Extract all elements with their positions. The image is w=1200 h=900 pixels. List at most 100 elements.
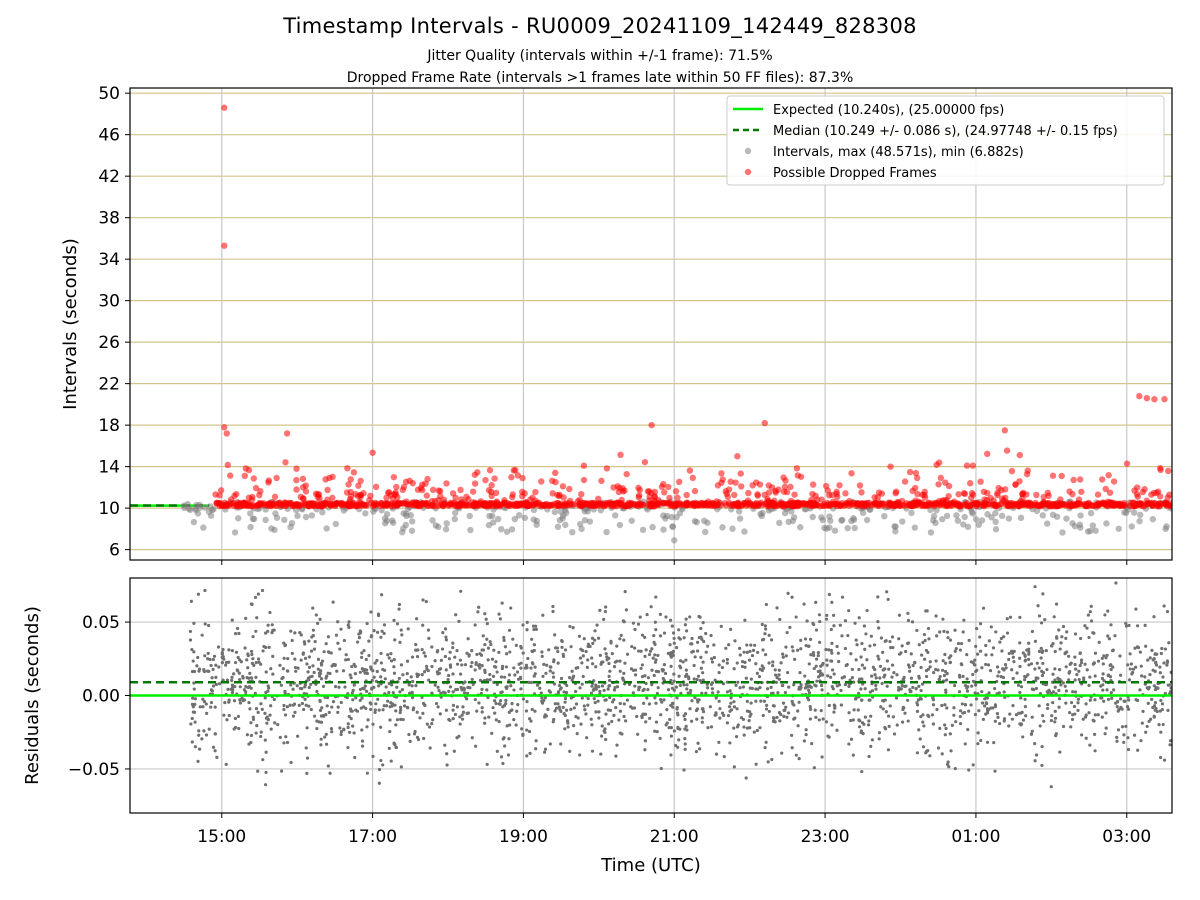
residual-point — [944, 690, 948, 694]
residual-point — [842, 675, 847, 679]
residual-point — [701, 671, 705, 675]
residual-point — [1168, 743, 1172, 747]
residual-point — [202, 729, 206, 733]
residual-point — [669, 734, 673, 738]
residual-point — [639, 649, 643, 653]
residual-point — [1023, 674, 1027, 679]
dropped-frame-point — [808, 496, 815, 504]
dropped-frame-point — [366, 496, 373, 504]
residual-point — [1084, 736, 1088, 740]
residual-point — [1160, 702, 1165, 706]
dropped-frame-point — [641, 458, 649, 466]
residual-point — [579, 722, 583, 726]
residual-point — [1045, 667, 1049, 672]
residual-point — [336, 641, 340, 645]
residual-point — [1040, 673, 1045, 678]
intervals-ytick-label: 6 — [109, 541, 120, 561]
residual-point — [899, 651, 903, 655]
residual-point — [395, 622, 400, 626]
interval-point — [319, 509, 326, 516]
dropped-frame-point — [471, 480, 479, 487]
residual-point — [262, 644, 266, 649]
dropped-frame-point — [671, 502, 678, 509]
residuals-ytick-label: 0.05 — [82, 613, 120, 633]
residual-point — [682, 768, 686, 772]
interval-point — [776, 519, 783, 527]
intervals-ytick-label: 26 — [98, 333, 120, 353]
residual-point — [903, 711, 907, 715]
residual-point — [884, 710, 888, 714]
residual-point — [285, 740, 290, 745]
residual-point — [890, 675, 894, 679]
residual-point — [426, 628, 431, 632]
intervals-ytick-label: 50 — [98, 84, 120, 104]
residual-point — [1169, 670, 1172, 674]
residual-point — [1084, 702, 1088, 706]
residual-point — [924, 669, 929, 673]
residual-point — [979, 738, 983, 743]
residual-point — [727, 705, 732, 709]
residual-point — [586, 658, 590, 662]
residual-point — [886, 714, 891, 718]
residual-point — [1093, 713, 1097, 717]
residual-point — [305, 726, 309, 730]
residual-point — [608, 708, 613, 712]
residual-point — [597, 685, 601, 689]
residual-point — [947, 765, 951, 769]
residual-point — [694, 750, 699, 754]
residual-point — [512, 718, 516, 722]
residual-point — [359, 706, 363, 710]
residual-point — [246, 685, 250, 690]
residual-point — [859, 687, 863, 691]
residual-point — [1155, 652, 1159, 656]
interval-point — [663, 512, 671, 520]
interval-point — [362, 510, 369, 517]
residual-point — [718, 707, 722, 711]
residual-point — [642, 701, 646, 705]
residual-point — [303, 656, 308, 660]
residual-point — [838, 623, 842, 627]
residual-point — [298, 686, 303, 691]
residual-point — [1096, 713, 1100, 717]
residual-point — [1128, 652, 1132, 656]
residual-point — [918, 737, 922, 741]
residual-point — [874, 687, 878, 691]
residual-point — [1036, 676, 1040, 680]
residual-point — [874, 676, 878, 680]
dropped-frame-point — [538, 478, 545, 485]
residual-point — [1037, 666, 1041, 670]
residual-point — [897, 637, 901, 641]
interval-point — [554, 523, 562, 531]
residual-point — [460, 717, 465, 721]
residual-point — [318, 671, 323, 676]
residual-point — [931, 698, 936, 702]
residual-point — [568, 749, 572, 753]
dropped-frame-point — [646, 497, 653, 504]
residual-point — [353, 671, 357, 676]
residual-point — [379, 651, 383, 656]
dropped-frame-point — [399, 486, 406, 494]
residual-point — [1010, 717, 1014, 721]
residual-point — [1134, 665, 1138, 669]
residual-point — [415, 710, 419, 714]
residual-point — [636, 622, 641, 626]
residual-point — [241, 676, 245, 680]
interval-point — [809, 513, 816, 521]
dropped-frame-point — [347, 476, 354, 483]
residual-point — [486, 658, 490, 662]
residual-point — [1166, 683, 1170, 687]
residual-point — [863, 687, 867, 691]
residual-point — [791, 702, 795, 706]
dropped-frame-point — [754, 491, 761, 498]
residual-point — [906, 698, 910, 702]
residual-point — [254, 707, 259, 711]
residual-point — [877, 731, 882, 735]
residual-point — [547, 689, 551, 693]
residual-point — [1067, 654, 1071, 658]
dropped-frame-point — [271, 493, 279, 501]
dropped-frame-point — [636, 486, 643, 494]
residual-point — [957, 690, 962, 694]
interval-point — [668, 513, 676, 521]
dropped-frame-point — [942, 479, 949, 486]
residual-point — [397, 676, 401, 681]
